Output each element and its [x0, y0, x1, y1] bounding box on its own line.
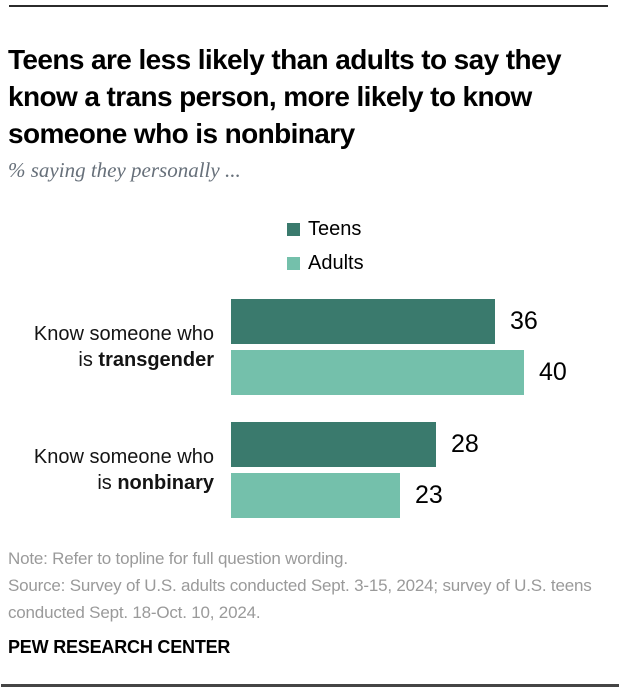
category-label-prefix: is [97, 472, 118, 494]
category-label-line2: is nonbinary [0, 470, 214, 496]
source-line: Source: Survey of U.S. adults conducted … [8, 576, 592, 622]
teens-bar [231, 422, 436, 467]
bar-row-teens: 36 [231, 299, 567, 344]
chart-subtitle: % saying they personally ... [8, 158, 241, 182]
adults-bar [231, 350, 524, 395]
category-label-line2: is transgender [0, 347, 214, 373]
category-label-prefix: is [78, 349, 99, 371]
bar-value-label: 28 [451, 430, 479, 458]
adults-bar [231, 473, 400, 518]
bottom-divider [1, 684, 619, 687]
bar-row-adults: 23 [231, 473, 479, 518]
legend: Teens Adults [287, 218, 364, 286]
category-label-line1: Know someone who [33, 446, 214, 468]
bar-value-label: 40 [539, 358, 567, 386]
bar-rows: 36 40 [231, 299, 567, 395]
bar-value-label: 36 [510, 307, 538, 335]
bar-value-label: 23 [415, 481, 443, 509]
category-label-keyword: transgender [98, 349, 214, 371]
chart-title: Teens are less likely than adults to say… [8, 43, 562, 149]
bar-group-transgender: Know someone who is transgender 36 40 [0, 299, 620, 395]
bar-rows: 28 23 [231, 422, 479, 518]
teens-bar [231, 299, 495, 344]
bar-row-adults: 40 [231, 350, 567, 395]
bar-row-teens: 28 [231, 422, 479, 467]
category-label: Know someone who is nonbinary [0, 444, 214, 496]
note-line: Note: Refer to topline for full question… [8, 549, 348, 568]
bar-group-nonbinary: Know someone who is nonbinary 28 23 [0, 422, 620, 518]
legend-item-teens: Teens [287, 218, 364, 241]
footnotes: Note: Refer to topline for full question… [8, 545, 614, 626]
legend-swatch-icon [287, 257, 300, 270]
legend-item-adults: Adults [287, 252, 364, 275]
brand-label: PEW RESEARCH CENTER [8, 637, 231, 657]
legend-swatch-icon [287, 223, 300, 236]
top-divider [9, 5, 608, 7]
category-label-keyword: nonbinary [117, 472, 214, 494]
bar-chart: Know someone who is transgender 36 40 Know s… [0, 299, 620, 518]
legend-label: Teens [308, 218, 362, 240]
legend-label: Adults [308, 252, 364, 274]
category-label-line1: Know someone who [33, 323, 214, 345]
category-label: Know someone who is transgender [0, 321, 214, 373]
